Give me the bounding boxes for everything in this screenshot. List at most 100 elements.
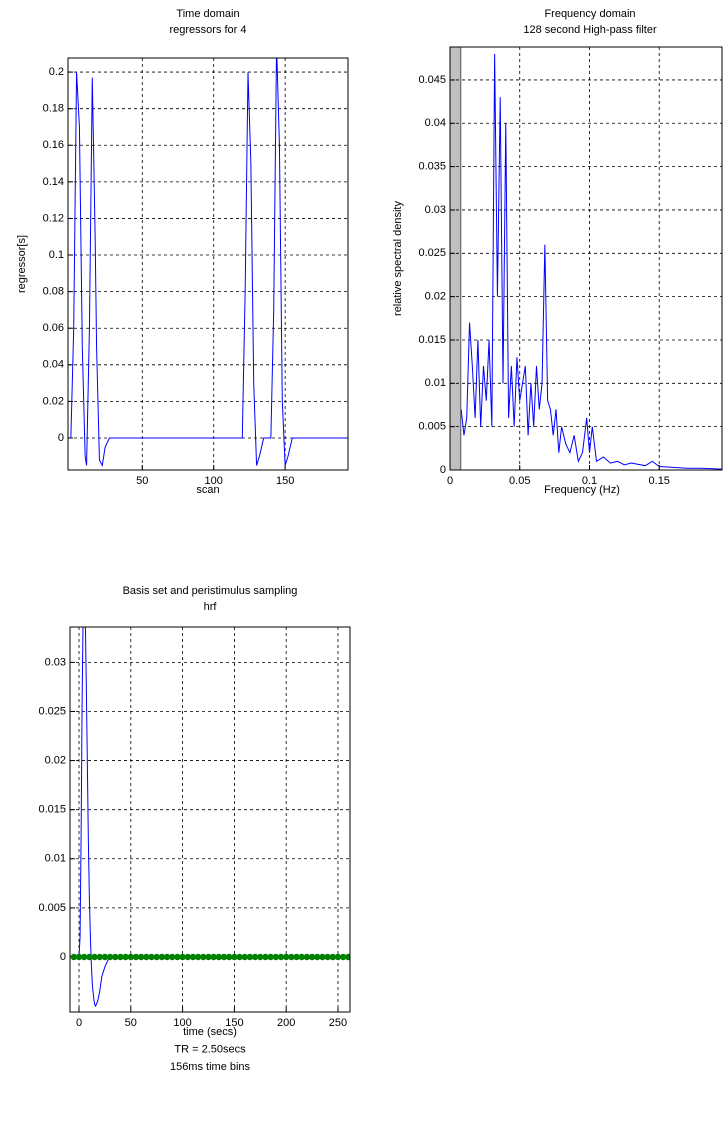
- y-tick-label: 0.1: [49, 249, 64, 261]
- sample-point: [86, 953, 93, 961]
- sample-point: [236, 953, 243, 961]
- y-tick-label: 0.01: [45, 853, 66, 865]
- sample-point: [282, 953, 290, 961]
- x-tick-label: 0: [76, 1017, 82, 1029]
- y-tick-label: 0.045: [418, 74, 446, 86]
- y-tick-label: 0.005: [38, 902, 66, 914]
- sample-point: [75, 953, 83, 961]
- x-tick-label: 100: [173, 1017, 191, 1029]
- sample-point: [91, 953, 98, 961]
- sample-point: [262, 953, 269, 961]
- sample-point: [220, 953, 228, 961]
- sample-point: [246, 953, 254, 961]
- y-tick-label: 0.04: [425, 117, 446, 129]
- sample-point: [210, 953, 217, 961]
- sample-point: [122, 953, 129, 961]
- sample-point: [334, 953, 342, 961]
- sample-point: [205, 953, 212, 961]
- y-tick-label: 0: [58, 432, 64, 444]
- x-tick-label: 200: [277, 1017, 295, 1029]
- filter-band: [449, 46, 462, 471]
- x-tick-label: 0.15: [649, 475, 670, 487]
- chart-subtitle: hrf: [204, 601, 218, 613]
- sample-point: [267, 953, 274, 961]
- sample-point: [153, 953, 160, 961]
- x-tick-label: 50: [136, 475, 148, 487]
- sample-point: [132, 953, 140, 961]
- x-tick-label: 0.05: [509, 475, 530, 487]
- x-tick-label: 100: [205, 475, 223, 487]
- y-tick-label: 0.02: [45, 754, 66, 766]
- sample-point: [324, 953, 331, 961]
- sample-point: [288, 953, 295, 961]
- sample-point: [169, 953, 176, 961]
- sample-point: [231, 953, 238, 961]
- x-tick-label: 0: [447, 475, 453, 487]
- series-line: [460, 53, 722, 470]
- y-tick-label: 0.04: [43, 359, 64, 371]
- x-axis-label: Frequency (Hz): [544, 484, 620, 496]
- axes-box: [69, 626, 351, 1013]
- x-axis-label: TR = 2.50secs: [174, 1043, 246, 1055]
- x-axis-label: time (secs): [183, 1026, 237, 1038]
- y-axis-label: regressor[s]: [16, 235, 28, 293]
- sample-point: [112, 953, 119, 961]
- series-line: [70, 58, 348, 468]
- y-tick-label: 0.06: [43, 322, 64, 334]
- sample-point: [80, 953, 88, 961]
- x-tick-label: 150: [225, 1017, 243, 1029]
- y-tick-label: 0.035: [418, 161, 446, 173]
- sample-point: [215, 953, 223, 961]
- sample-point: [251, 953, 259, 961]
- sample-point: [106, 953, 114, 961]
- sample-point: [101, 953, 109, 961]
- sample-point: [179, 953, 186, 961]
- chart-title: Basis set and peristimulus sampling: [123, 585, 298, 597]
- sample-point: [329, 953, 337, 961]
- chart-subtitle: regressors for 4: [169, 24, 246, 36]
- y-tick-label: 0.02: [425, 291, 446, 303]
- axes-background: [70, 627, 350, 1012]
- y-tick-label: 0.02: [43, 395, 64, 407]
- y-tick-label: 0.015: [38, 804, 66, 816]
- sample-point: [174, 953, 181, 961]
- sample-point: [277, 953, 285, 961]
- plot-area: [460, 53, 722, 470]
- y-tick-label: 0.08: [43, 286, 64, 298]
- axes-box: [449, 46, 723, 471]
- y-tick-label: 0.14: [43, 176, 64, 188]
- axes-box: [67, 57, 349, 471]
- sample-point: [96, 953, 103, 961]
- sample-point: [226, 953, 233, 961]
- sample-point: [137, 953, 145, 961]
- y-axis-label: relative spectral density: [392, 201, 404, 316]
- y-tick-label: 0.16: [43, 139, 64, 151]
- plot-area: [70, 58, 348, 468]
- sample-point: [148, 953, 155, 961]
- sample-point: [298, 953, 305, 961]
- sample-point: [308, 953, 316, 961]
- sample-point: [272, 953, 280, 961]
- chart-subtitle: 128 second High-pass filter: [523, 24, 657, 36]
- x-axis-label: scan: [196, 484, 219, 496]
- x-tick-label: 50: [125, 1017, 137, 1029]
- x-tick-label: 250: [329, 1017, 347, 1029]
- chart-title: Frequency domain: [544, 8, 635, 20]
- y-tick-label: 0.01: [425, 377, 446, 389]
- sample-point: [143, 953, 150, 961]
- y-tick-label: 0.025: [418, 247, 446, 259]
- y-tick-label: 0.03: [425, 204, 446, 216]
- sample-point: [70, 953, 78, 961]
- sample-point: [314, 953, 321, 961]
- sample-point: [303, 953, 311, 961]
- sample-point: [319, 953, 326, 961]
- chart-title: Time domain: [176, 8, 239, 20]
- sample-point: [339, 953, 347, 961]
- sample-point: [241, 953, 248, 961]
- y-tick-label: 0: [440, 464, 446, 476]
- y-tick-label: 0.005: [418, 421, 446, 433]
- y-tick-label: 0.2: [49, 66, 64, 78]
- sample-point: [127, 953, 135, 961]
